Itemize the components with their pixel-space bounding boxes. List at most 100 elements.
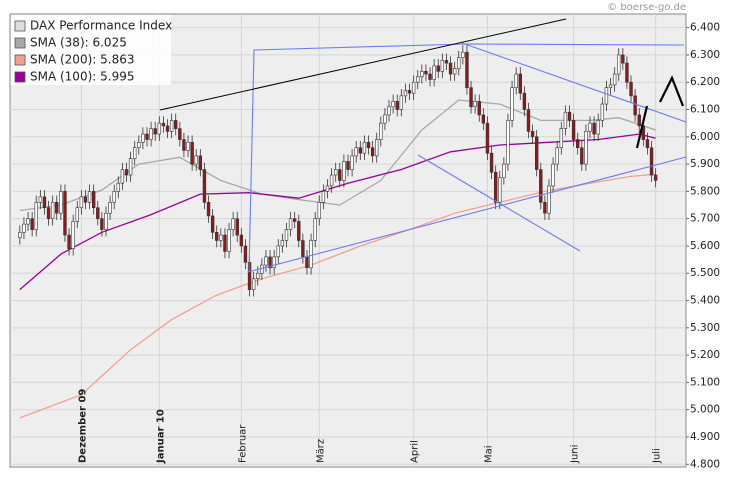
candle-body — [608, 84, 613, 88]
candle-body — [477, 101, 481, 116]
x-tick-label: Mai — [483, 445, 494, 463]
candle-body — [370, 147, 375, 157]
candle-body — [489, 152, 494, 173]
candle-body — [63, 191, 67, 236]
candle-body — [522, 92, 527, 110]
candle-body — [391, 101, 395, 108]
candle-body — [588, 122, 592, 132]
candle-body — [465, 51, 469, 88]
y-tick-label: 6.300 — [690, 49, 720, 61]
trend-line — [417, 154, 581, 252]
candle-body — [79, 196, 84, 209]
candle-body — [534, 136, 539, 170]
candle-body — [256, 272, 260, 280]
candle-body — [555, 147, 559, 165]
candle-body — [457, 57, 461, 69]
candle-body — [137, 141, 141, 149]
candle-body — [436, 65, 440, 72]
annotations — [159, 18, 687, 273]
candle-body — [210, 215, 215, 233]
candle-body — [202, 169, 207, 203]
candle-body — [87, 191, 92, 203]
arrow — [635, 75, 685, 149]
candle-body — [112, 191, 116, 203]
candle-body — [387, 106, 391, 116]
y-tick-label: 6.000 — [690, 131, 720, 143]
candle-body — [617, 54, 621, 75]
candle-body — [169, 120, 174, 132]
candle-body — [625, 62, 629, 83]
candle-body — [366, 141, 371, 149]
candle-body — [563, 111, 568, 129]
candle-body — [18, 232, 22, 239]
candle-body — [420, 71, 424, 78]
candle-body — [612, 73, 617, 86]
candle-body — [325, 185, 330, 192]
candle-body — [600, 103, 605, 121]
candle-body — [502, 163, 506, 179]
candle-body — [59, 191, 63, 214]
candle-body — [194, 155, 198, 165]
candle-body — [452, 68, 457, 75]
candle-body — [26, 218, 30, 225]
legend-swatch — [14, 20, 26, 32]
candle-body — [231, 218, 235, 230]
candle-body — [96, 207, 100, 219]
x-tick-label: März — [315, 439, 326, 463]
candle-body — [547, 185, 551, 214]
y-tick-label: 6.100 — [690, 104, 720, 116]
candle-body — [403, 90, 408, 97]
candle-body — [346, 161, 350, 170]
candle-body — [321, 191, 326, 203]
candle-body — [301, 240, 305, 258]
candle-body — [629, 81, 633, 97]
candle-body — [292, 218, 297, 222]
candle-body — [576, 139, 580, 149]
candle-body — [375, 139, 379, 157]
candle-body — [91, 191, 96, 209]
candle-body — [165, 125, 170, 132]
candle-body — [539, 169, 543, 203]
candle-body — [305, 256, 309, 269]
legend-label: DAX Performance Index — [30, 19, 172, 33]
candle-body — [178, 128, 182, 140]
candle-body — [243, 245, 248, 263]
candle-body — [461, 51, 465, 58]
candle-body — [219, 234, 223, 241]
candle-body — [149, 128, 153, 140]
candle-body — [124, 169, 129, 176]
candle-body — [30, 218, 34, 230]
candle-body — [120, 169, 125, 184]
candle-body — [473, 101, 477, 108]
candle-body — [272, 256, 276, 269]
candle-body — [395, 101, 399, 110]
candle-body — [448, 62, 453, 75]
candle-body — [38, 196, 43, 203]
candle-body — [407, 90, 412, 94]
candle-body — [34, 201, 38, 230]
candle-body — [514, 73, 518, 88]
candle-body — [50, 201, 55, 219]
candle-body — [440, 60, 445, 72]
candle-body — [543, 201, 547, 214]
y-tick-label: 5.500 — [690, 267, 720, 279]
candle-body — [592, 122, 596, 135]
candle-body — [182, 139, 186, 151]
candle-body — [416, 76, 420, 83]
x-tick-label: Dezember 09 — [77, 389, 88, 463]
trend-line — [461, 42, 687, 123]
candle-body — [530, 131, 535, 138]
candle-body — [280, 240, 285, 247]
y-tick-label: 5.100 — [690, 376, 720, 388]
trend-line — [247, 156, 687, 273]
candle-body — [161, 122, 166, 127]
y-tick-label: 4.900 — [690, 431, 720, 443]
x-tick-label: Februar — [237, 424, 248, 463]
candle-body — [83, 196, 88, 203]
candle-body — [645, 139, 650, 149]
candle-body — [104, 212, 108, 230]
candle-body — [621, 54, 625, 64]
candle-body — [42, 196, 47, 209]
legend-swatch — [14, 37, 26, 49]
candle-body — [571, 120, 576, 140]
